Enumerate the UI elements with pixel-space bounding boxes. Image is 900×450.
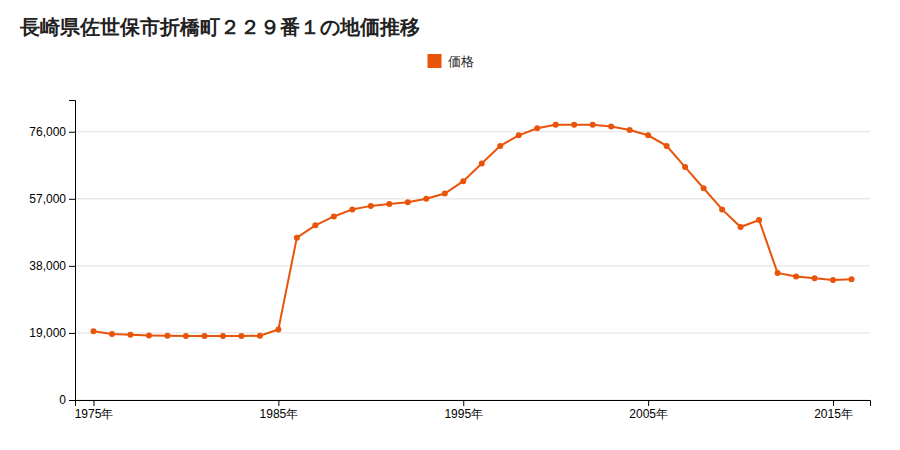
series-point xyxy=(90,328,96,334)
series-point xyxy=(701,185,707,191)
series-point xyxy=(349,206,355,212)
y-axis: 0 19,000 38,000 57,000 76,000 xyxy=(29,101,75,408)
series-point xyxy=(497,143,503,149)
series-point xyxy=(645,132,651,138)
series-point xyxy=(386,201,392,207)
grid-line xyxy=(75,131,870,132)
x-tick: 2015年 xyxy=(814,400,853,421)
series-point xyxy=(442,191,448,197)
y-tick-label: 0 xyxy=(59,393,66,407)
x-tick-label: 1975年 xyxy=(75,407,114,421)
x-tick-label: 2015年 xyxy=(814,407,853,421)
y-tick-mark xyxy=(69,333,75,334)
series-point xyxy=(275,326,281,332)
y-tick: 57,000 xyxy=(29,192,75,206)
y-tick-mark xyxy=(69,132,75,133)
legend-label: 価格 xyxy=(448,54,474,69)
series-point xyxy=(682,164,688,170)
y-tick-label: 19,000 xyxy=(29,326,66,340)
series-point xyxy=(775,270,781,276)
chart-svg: 長崎県佐世保市折橋町２２９番１の地価推移 1975年 1985年 1995年 2005年… xyxy=(0,0,900,450)
y-tick: 38,000 xyxy=(29,259,75,273)
series-point xyxy=(146,332,152,338)
series-point xyxy=(516,132,522,138)
x-tick: 1985年 xyxy=(260,400,299,421)
y-tick-label: 38,000 xyxy=(29,259,66,273)
series-point xyxy=(479,161,485,167)
series-point xyxy=(627,127,633,133)
y-tick: 76,000 xyxy=(29,125,75,139)
grid-line xyxy=(75,198,870,199)
series-point xyxy=(312,222,318,228)
y-tick-mark xyxy=(69,199,75,200)
x-axis: 1975年 1985年 1995年 2005年 2015年 xyxy=(75,400,871,421)
series-line xyxy=(93,125,851,336)
grid-line xyxy=(75,265,870,266)
series-point xyxy=(164,333,170,339)
y-tick-label: 57,000 xyxy=(29,192,66,206)
series-point xyxy=(571,122,577,128)
series-point xyxy=(738,224,744,230)
series-point xyxy=(719,206,725,212)
series-point xyxy=(849,276,855,282)
grid-line xyxy=(75,332,870,333)
series-point xyxy=(423,196,429,202)
series-point xyxy=(553,122,559,128)
x-tick-label: 2005年 xyxy=(629,407,668,421)
x-tick-mark xyxy=(648,400,649,406)
x-tick: 2005年 xyxy=(629,400,668,421)
series-point xyxy=(608,123,614,129)
series-point xyxy=(756,217,762,223)
series-point xyxy=(220,333,226,339)
y-tick: 19,000 xyxy=(29,326,75,340)
x-tick: 1975年 xyxy=(75,400,114,421)
series-point xyxy=(793,273,799,279)
y-axis-line xyxy=(69,101,76,401)
x-tick: 1995年 xyxy=(444,400,483,421)
x-tick-mark xyxy=(833,400,834,406)
series-point xyxy=(368,203,374,209)
series-point xyxy=(405,199,411,205)
legend: 価格 xyxy=(428,54,474,69)
series-point xyxy=(109,331,115,337)
chart-container: 長崎県佐世保市折橋町２２９番１の地価推移 1975年 1985年 1995年 2005年… xyxy=(0,0,900,450)
legend-swatch xyxy=(428,54,442,68)
series-point xyxy=(534,125,540,131)
legend-item: 価格 xyxy=(428,54,474,69)
x-tick-label: 1995年 xyxy=(444,407,483,421)
series-point xyxy=(183,333,189,339)
series-point xyxy=(201,333,207,339)
y-tick-mark xyxy=(69,266,75,267)
x-tick-label: 1985年 xyxy=(260,407,299,421)
y-tick-mark xyxy=(69,400,75,401)
series-point xyxy=(331,213,337,219)
chart-title: 長崎県佐世保市折橋町２２９番１の地価推移 xyxy=(19,15,420,39)
series-point xyxy=(460,178,466,184)
series-point xyxy=(238,333,244,339)
series-point xyxy=(590,122,596,128)
x-tick-mark xyxy=(278,400,279,406)
x-axis-line xyxy=(76,401,871,407)
series-point xyxy=(664,143,670,149)
data-layer xyxy=(90,122,854,339)
series-point xyxy=(812,275,818,281)
x-tick-mark xyxy=(93,400,94,406)
y-tick: 0 xyxy=(59,393,75,407)
plot-area: 1975年 1985年 1995年 2005年 2015年 0 19,000 38,000 57… xyxy=(29,101,870,421)
series-point xyxy=(127,332,133,338)
y-tick-label: 76,000 xyxy=(29,125,66,139)
series-point xyxy=(830,277,836,283)
x-tick-mark xyxy=(463,400,464,406)
series-point xyxy=(257,333,263,339)
series-point xyxy=(294,235,300,241)
